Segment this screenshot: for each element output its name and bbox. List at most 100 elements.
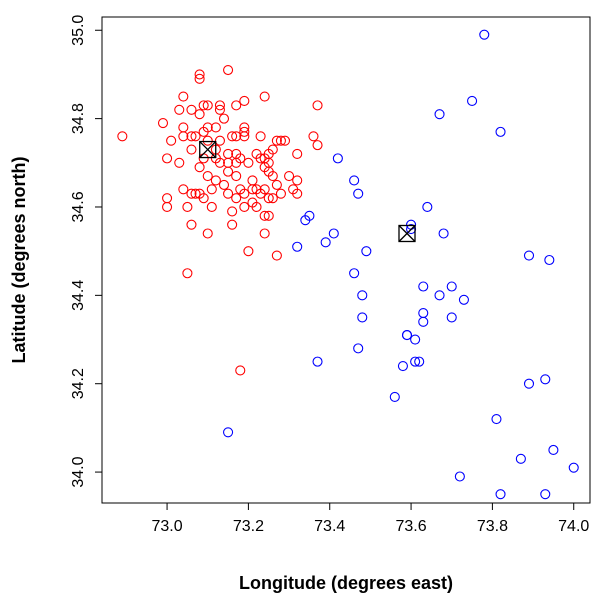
- x-tick-label: 73.2: [233, 518, 264, 535]
- data-point: [186, 219, 197, 230]
- x-tick-label: 73.4: [314, 518, 345, 535]
- y-tick-label: 34.6: [70, 191, 87, 222]
- data-point: [186, 131, 197, 142]
- data-point: [117, 131, 128, 142]
- data-point: [454, 471, 465, 482]
- data-point: [231, 193, 242, 204]
- centroid-marker: [398, 224, 416, 243]
- data-point: [194, 109, 205, 120]
- data-point: [275, 188, 286, 199]
- data-point: [206, 201, 217, 213]
- data-point: [198, 100, 209, 111]
- data-point: [231, 131, 242, 142]
- data-point: [267, 144, 278, 155]
- data-point: [548, 444, 559, 456]
- data-point: [422, 201, 433, 213]
- data-point: [312, 356, 323, 367]
- data-point: [186, 188, 197, 199]
- data-point: [271, 179, 282, 190]
- data-point: [210, 175, 221, 186]
- data-point: [190, 131, 201, 142]
- data-point: [231, 100, 242, 111]
- data-point: [227, 131, 238, 142]
- data-point: [491, 414, 502, 425]
- data-point: [227, 206, 238, 217]
- data-point: [434, 109, 445, 120]
- data-point: [540, 374, 551, 385]
- data-point: [218, 113, 230, 124]
- data-point: [438, 228, 449, 239]
- data-point: [243, 157, 254, 168]
- data-point: [198, 153, 209, 164]
- data-point: [162, 201, 173, 213]
- data-point: [235, 153, 246, 164]
- x-tick-label: 73.6: [395, 518, 426, 535]
- y-axis: 34.0 34.2 34.4 34.6 34.8 35.0: [70, 15, 103, 488]
- data-point: [210, 122, 221, 133]
- data-point: [223, 166, 234, 177]
- data-point: [292, 175, 303, 186]
- data-point: [479, 29, 490, 40]
- data-point: [259, 91, 270, 102]
- data-point: [467, 95, 478, 106]
- y-axis-label: Latitude (degrees north): [9, 156, 29, 363]
- data-point: [247, 175, 258, 186]
- y-tick-label: 34.8: [70, 103, 87, 134]
- data-point: [434, 290, 445, 301]
- data-point: [239, 188, 250, 199]
- data-point: [259, 184, 270, 195]
- data-point: [243, 246, 254, 257]
- data-point: [308, 131, 319, 142]
- data-point: [247, 184, 258, 195]
- data-point: [267, 171, 278, 182]
- data-point: [239, 126, 250, 137]
- data-point: [349, 268, 360, 279]
- y-tick-label: 35.0: [70, 15, 87, 46]
- y-tick-label: 34.4: [70, 280, 87, 311]
- data-point: [162, 153, 173, 164]
- data-point: [198, 193, 209, 204]
- data-point: [284, 171, 295, 182]
- data-point: [235, 365, 246, 376]
- data-point: [239, 131, 250, 142]
- data-point: [304, 210, 315, 221]
- data-point: [410, 356, 421, 367]
- data-point: [540, 489, 551, 500]
- data-point: [353, 188, 364, 199]
- data-point: [202, 100, 213, 111]
- data-point: [523, 378, 535, 389]
- data-point: [361, 246, 372, 257]
- x-tick-label: 74.0: [558, 518, 589, 535]
- data-point: [251, 201, 262, 213]
- x-axis-label: Longitude (degrees east): [239, 573, 453, 593]
- data-point: [259, 210, 270, 221]
- data-point: [157, 117, 169, 129]
- data-point: [214, 157, 225, 168]
- data-point: [267, 193, 278, 204]
- data-point: [202, 171, 213, 182]
- data-point: [218, 179, 230, 190]
- data-point: [190, 188, 201, 199]
- data-point: [263, 193, 274, 204]
- data-point: [223, 188, 234, 199]
- data-point: [186, 104, 197, 115]
- data-point: [194, 162, 205, 173]
- x-tick-label: 73.8: [477, 518, 508, 535]
- data-point: [178, 131, 189, 142]
- y-tick-label: 34.0: [70, 456, 87, 487]
- data-point: [182, 201, 193, 213]
- data-point: [214, 100, 225, 111]
- data-point: [178, 184, 189, 195]
- data-point: [357, 312, 368, 323]
- data-point: [458, 294, 469, 305]
- data-point: [292, 148, 303, 160]
- data-point: [401, 330, 413, 341]
- data-point: [523, 250, 535, 261]
- data-point: [446, 312, 457, 323]
- data-point: [446, 281, 457, 292]
- data-point: [414, 356, 425, 367]
- data-point: [418, 307, 429, 319]
- data-point: [271, 135, 282, 146]
- data-point: [202, 228, 213, 239]
